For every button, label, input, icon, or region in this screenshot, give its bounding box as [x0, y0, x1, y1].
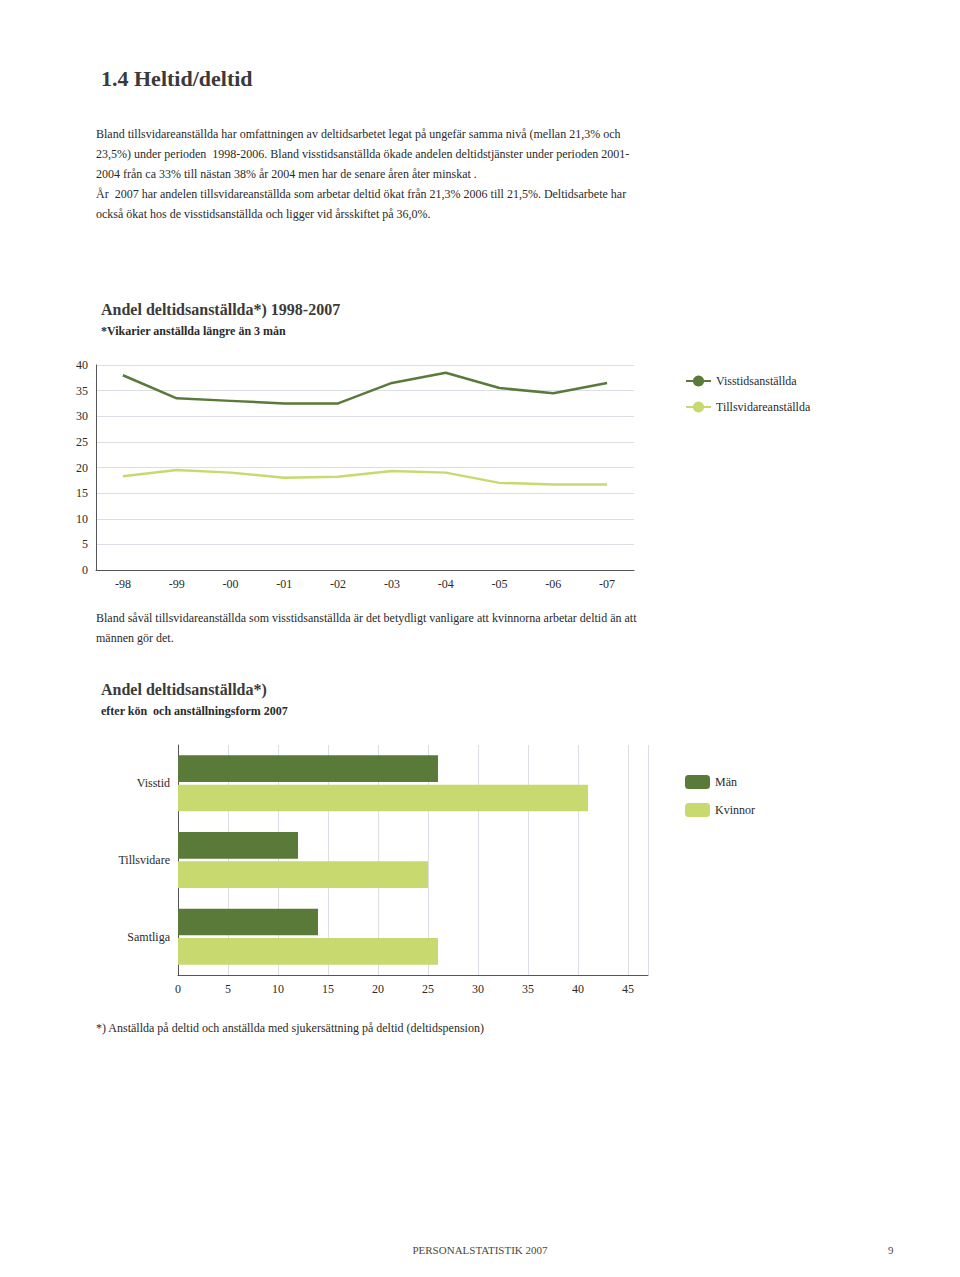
svg-text:*Vikarier anställda längre än: *Vikarier anställda längre än 3 mån [101, 324, 286, 338]
svg-text:Andel deltidsanställda*) 1998-: Andel deltidsanställda*) 1998-2007 [101, 301, 340, 319]
svg-text:-00: -00 [223, 577, 239, 591]
svg-text:-99: -99 [169, 577, 185, 591]
svg-text:också ökat hos de visstidsanst: också ökat hos de visstidsanställda och … [96, 207, 431, 221]
svg-text:0: 0 [175, 982, 181, 996]
svg-text:efter kön och anställningsfor: efter kön och anställningsform 2007 [101, 704, 288, 718]
svg-text:30: 30 [472, 982, 484, 996]
svg-text:20: 20 [76, 461, 88, 475]
svg-text:30: 30 [76, 409, 88, 423]
svg-text:Andel deltidsanställda*): Andel deltidsanställda*) [101, 681, 267, 699]
svg-text:-07: -07 [599, 577, 615, 591]
svg-text:25: 25 [76, 435, 88, 449]
svg-text:Bland tillsvidareanställda har: Bland tillsvidareanställda har omfattnin… [96, 127, 621, 141]
svg-text:10: 10 [76, 512, 88, 526]
svg-text:-01: -01 [276, 577, 292, 591]
svg-text:2004 från ca 33% till nästan 3: 2004 från ca 33% till nästan 38% år 2004… [96, 167, 477, 181]
svg-text:35: 35 [522, 982, 534, 996]
svg-text:Bland såväl tillsvidareanställ: Bland såväl tillsvidareanställda som vis… [96, 611, 637, 625]
svg-text:*) Anställda på deltid och ans: *) Anställda på deltid och anställda med… [96, 1021, 484, 1035]
svg-text:23,5%) under perioden 1998-20: 23,5%) under perioden 1998-2006. Bland v… [96, 147, 629, 161]
svg-text:Visstidsanställda: Visstidsanställda [716, 374, 797, 388]
svg-text:20: 20 [372, 982, 384, 996]
svg-text:-98: -98 [115, 577, 131, 591]
svg-text:Visstid: Visstid [137, 776, 170, 790]
svg-text:40: 40 [76, 358, 88, 372]
svg-text:Män: Män [715, 775, 737, 789]
svg-text:Samtliga: Samtliga [127, 930, 170, 944]
svg-text:10: 10 [272, 982, 284, 996]
svg-text:År 2007 har andelen tillsvida: År 2007 har andelen tillsvidareanställda… [96, 187, 626, 201]
svg-text:15: 15 [322, 982, 334, 996]
svg-text:-06: -06 [545, 577, 561, 591]
svg-text:0: 0 [82, 563, 88, 577]
svg-text:5: 5 [82, 537, 88, 551]
svg-text:männen gör det.: männen gör det. [96, 631, 174, 645]
svg-text:35: 35 [76, 384, 88, 398]
svg-text:5: 5 [225, 982, 231, 996]
svg-text:-02: -02 [330, 577, 346, 591]
svg-text:9: 9 [888, 1244, 894, 1256]
svg-text:-04: -04 [438, 577, 454, 591]
svg-text:1.4 Heltid/deltid: 1.4 Heltid/deltid [101, 66, 253, 91]
svg-text:45: 45 [622, 982, 634, 996]
svg-text:PERSONALSTATISTIK 2007: PERSONALSTATISTIK 2007 [412, 1244, 548, 1256]
svg-text:40: 40 [572, 982, 584, 996]
svg-text:15: 15 [76, 486, 88, 500]
svg-text:25: 25 [422, 982, 434, 996]
svg-text:Tillsvidare: Tillsvidare [118, 853, 170, 867]
svg-text:Tillsvidareanställda: Tillsvidareanställda [716, 400, 811, 414]
svg-text:Kvinnor: Kvinnor [715, 803, 755, 817]
svg-text:-05: -05 [492, 577, 508, 591]
svg-text:-03: -03 [384, 577, 400, 591]
